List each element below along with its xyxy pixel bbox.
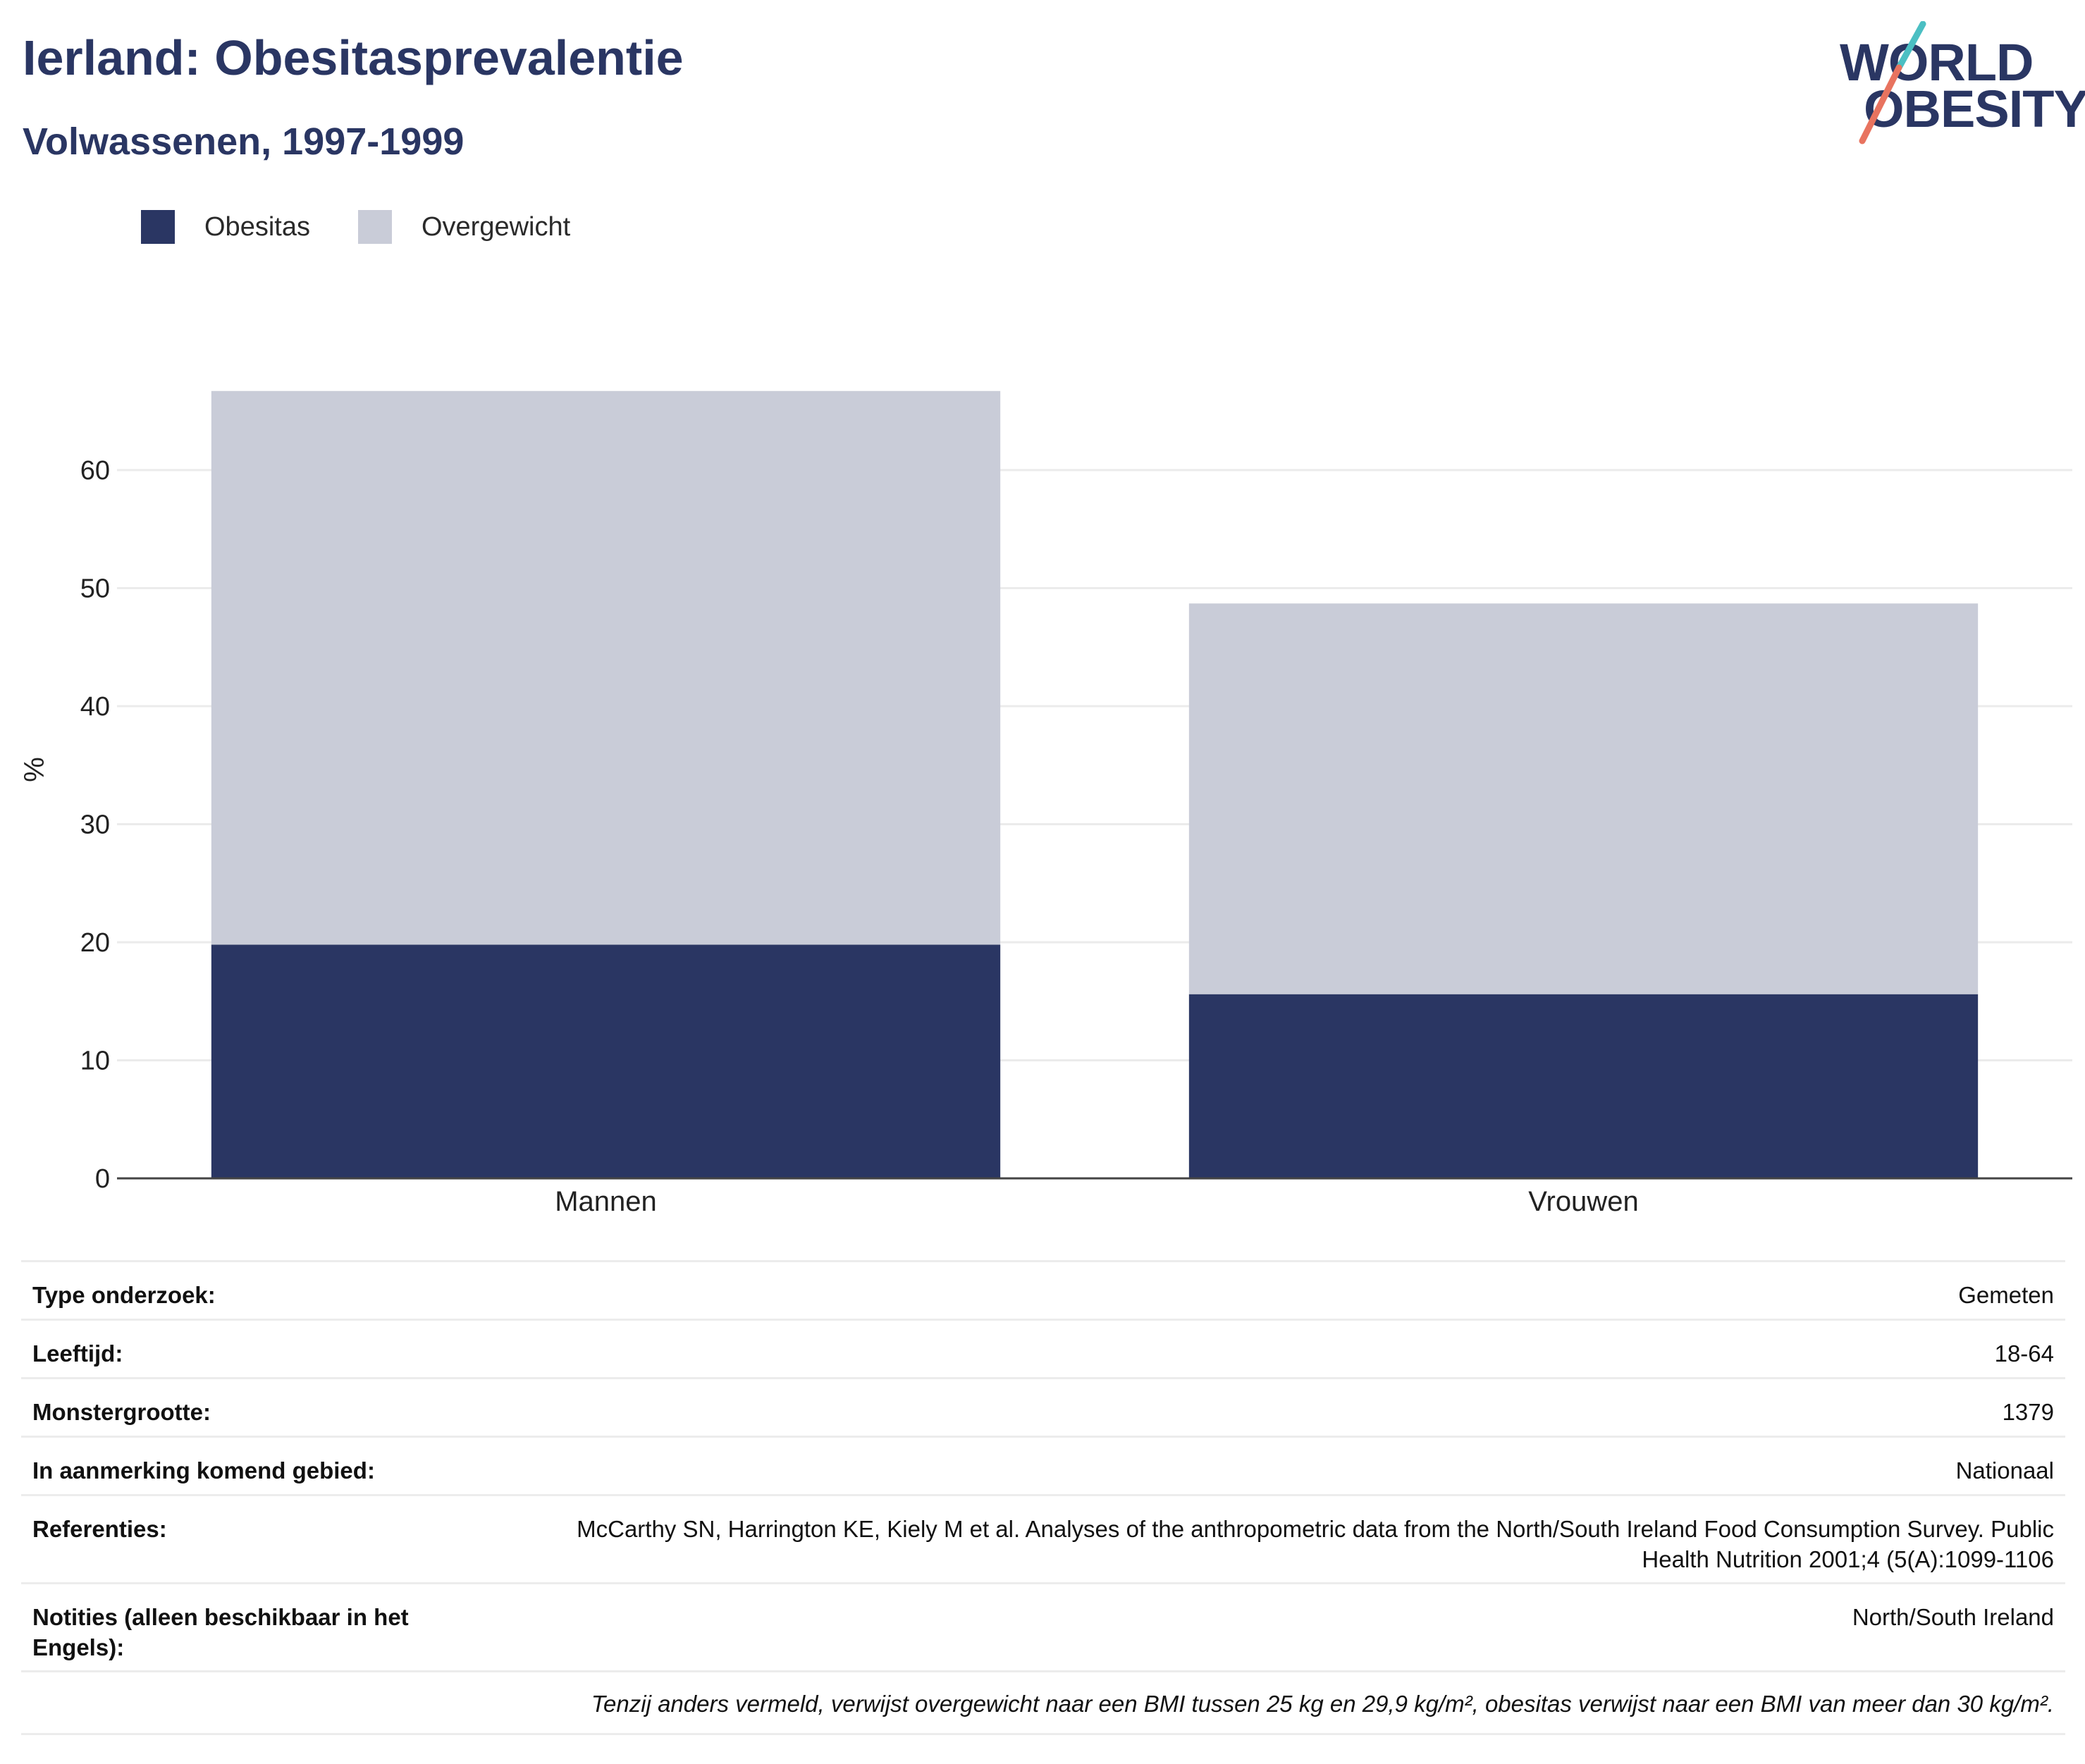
info-key: In aanmerking komend gebied: [32, 1457, 375, 1484]
bar-overgewicht-mannen[interactable] [211, 390, 1001, 945]
legend-swatch-obesitas [141, 210, 175, 244]
info-value: 18-64 [1994, 1340, 2054, 1367]
bar-obesitas-mannen[interactable] [211, 944, 1001, 1178]
y-tick-label: 30 [80, 810, 110, 840]
bar-overgewicht-vrouwen[interactable] [1188, 603, 1979, 994]
x-category-label: Vrouwen [1528, 1186, 1638, 1217]
chart-legend: Obesitas Overgewicht [141, 210, 618, 244]
bars [211, 390, 1979, 1178]
info-value: McCarthy SN, Harrington KE, Kiely M et a… [577, 1516, 2054, 1572]
x-category-label: Mannen [555, 1186, 657, 1217]
info-value: Nationaal [1955, 1457, 2054, 1484]
info-table: Type onderzoek: Gemeten Leeftijd: 18-64 … [21, 1260, 2065, 1735]
info-row: Monstergrootte: 1379 [21, 1377, 2065, 1436]
bar-obesitas-vrouwen[interactable] [1188, 994, 1979, 1178]
info-row: Leeftijd: 18-64 [21, 1319, 2065, 1377]
logo-slash-icon [1859, 21, 1926, 144]
info-value: Gemeten [1958, 1282, 2054, 1308]
logo-line-2: OBESITY [1864, 80, 2085, 138]
world-obesity-logo: WORLD OBESITY [1840, 21, 2085, 148]
info-value: 1379 [2002, 1399, 2054, 1425]
info-key: Leeftijd: [32, 1340, 123, 1367]
y-tick-label: 10 [80, 1047, 110, 1076]
page-title: Ierland: Obesitasprevalentie [23, 30, 684, 85]
y-tick-labels: 0 10 20 30 40 50 60 [80, 456, 110, 1194]
info-row: In aanmerking komend gebied: Nationaal [21, 1436, 2065, 1494]
legend-swatch-overgewicht [357, 210, 392, 244]
y-tick-label: 0 [95, 1164, 110, 1194]
info-value: North/South Ireland [1852, 1604, 2054, 1630]
y-tick-label: 60 [80, 456, 110, 486]
info-key: Referenties: [32, 1516, 167, 1542]
info-key: Notities (alleen beschikbaar in het Enge… [32, 1604, 409, 1660]
info-key: Type onderzoek: [32, 1282, 216, 1308]
y-tick-label: 20 [80, 928, 110, 958]
legend-item-obesitas[interactable]: Obesitas [141, 210, 310, 244]
y-axis-label: % [19, 757, 50, 782]
logo-line-1: WORLD [1840, 33, 2034, 92]
x-category-labels: Mannen Vrouwen [555, 1186, 1638, 1217]
page-subtitle: Volwassenen, 1997-1999 [23, 121, 465, 163]
stacked-bar-chart: 0 10 20 30 40 50 60 Mannen Vrouwen % [19, 390, 2072, 1217]
info-key: Monstergrootte: [32, 1399, 211, 1425]
info-row: Notities (alleen beschikbaar in het Enge… [21, 1582, 2065, 1670]
legend-item-overgewicht[interactable]: Overgewicht [357, 210, 571, 244]
y-tick-label: 40 [80, 692, 110, 722]
info-row: Type onderzoek: Gemeten [21, 1260, 2065, 1319]
legend-label-overgewicht: Overgewicht [421, 211, 571, 242]
legend-label-obesitas: Obesitas [204, 211, 310, 242]
definition-note: Tenzij anders vermeld, verwijst overgewi… [21, 1670, 2065, 1735]
info-row: Referenties: McCarthy SN, Harrington KE,… [21, 1494, 2065, 1582]
y-tick-label: 50 [80, 574, 110, 604]
